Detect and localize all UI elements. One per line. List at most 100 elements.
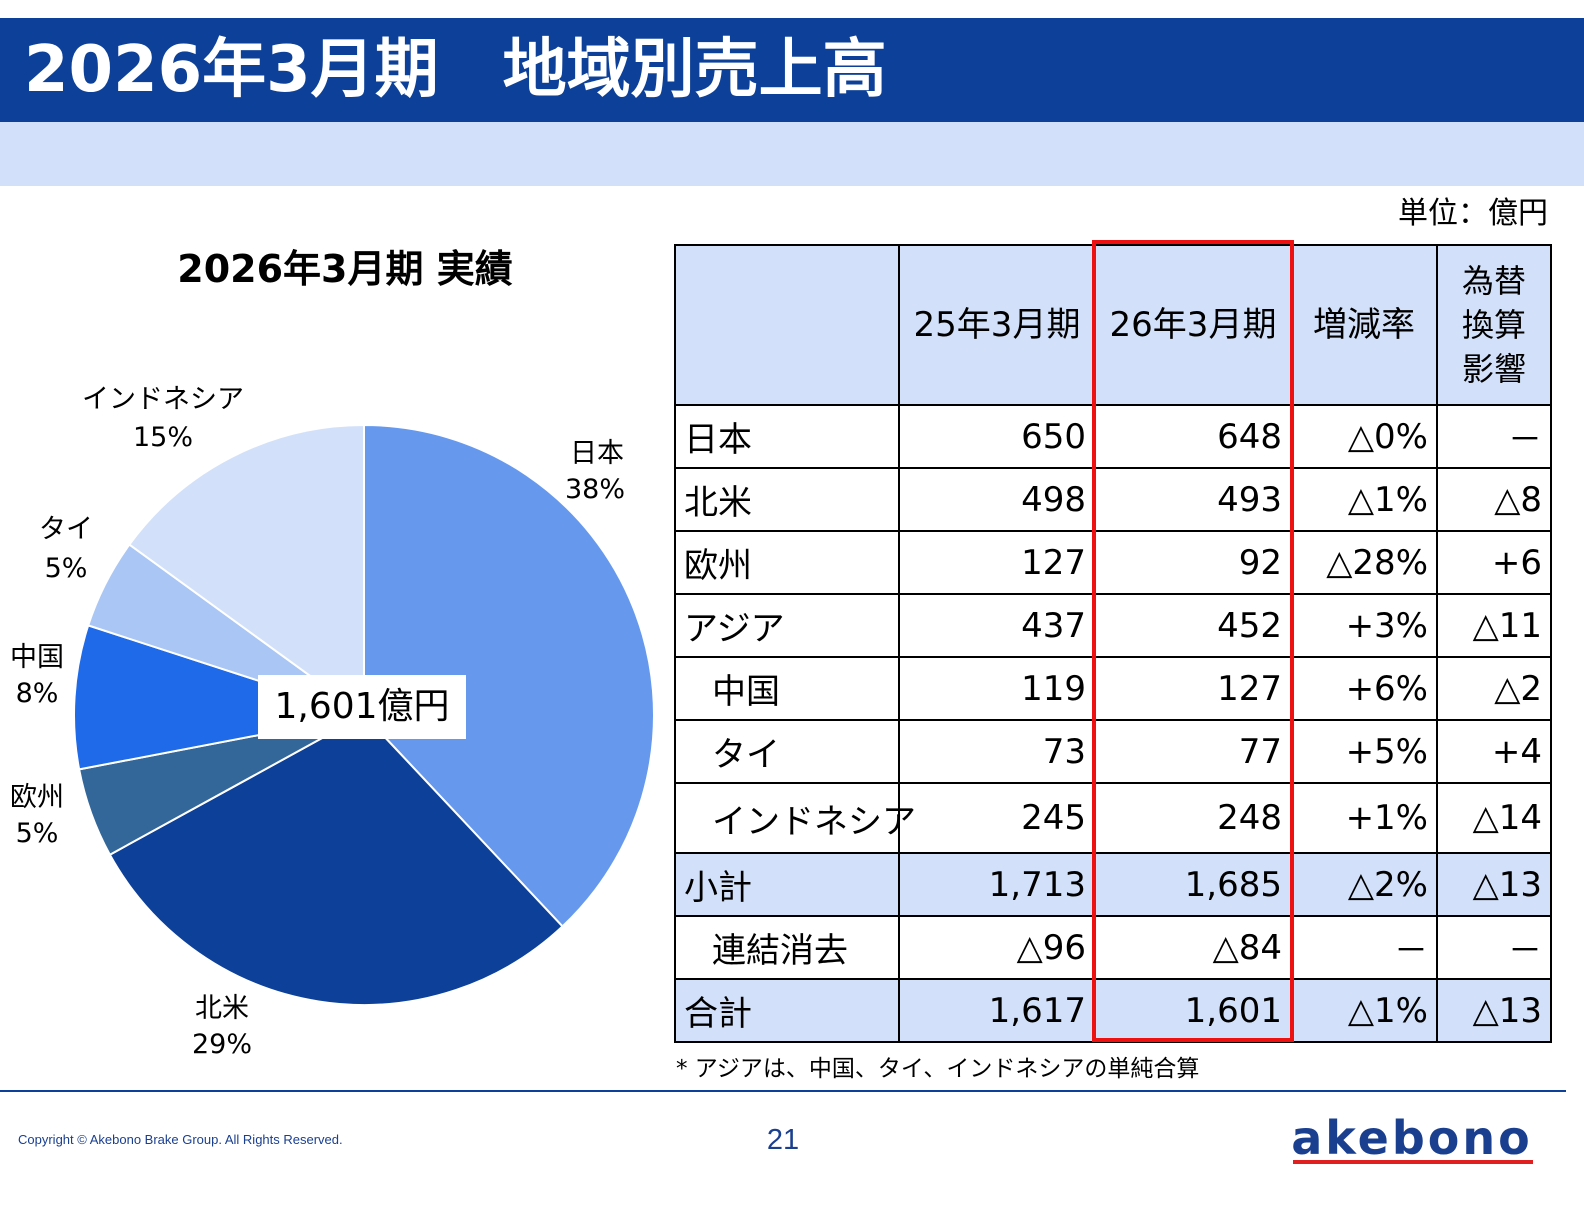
cell-change: △28% — [1290, 530, 1438, 595]
row-name: インドネシア — [674, 782, 916, 854]
table-row: 中国 119 127 +6% △2 — [674, 656, 1552, 721]
cell-change: △0% — [1290, 404, 1438, 469]
pie-slice-north-america — [108, 713, 564, 1006]
pie-label-eu-name: 欧州 — [10, 782, 64, 813]
cell-fy26: 92 — [1094, 530, 1292, 595]
pie-label-thai-pct: 5% — [45, 553, 88, 584]
header-fx-impact-text: 為替 換算 影響 — [1461, 262, 1526, 388]
cell-fy26: 1,601 — [1094, 978, 1292, 1043]
title-bar: 2026年3月期 地域別売上高 — [0, 18, 1584, 122]
row-name: 連結消去 — [674, 915, 900, 980]
table-row: 連結消去 △96 △84 －－ — [674, 915, 1552, 980]
pie-label-china-pct: 8% — [16, 678, 59, 709]
pie-label-japan-name: 日本 — [570, 438, 624, 469]
cell-fy25: 437 — [898, 593, 1096, 658]
cell-fy25: 1,617 — [898, 978, 1096, 1043]
header-change: 増減率 — [1290, 244, 1438, 406]
pie-label-na-name: 北米 — [195, 993, 249, 1024]
cell-change: +5% — [1290, 719, 1438, 784]
pie-label-indonesia-pct: 15% — [133, 422, 193, 453]
chart-title: 2026年3月期 実績 — [177, 247, 513, 291]
pie-slices — [73, 423, 655, 1006]
cell-fx: － — [1436, 915, 1552, 980]
header-fx-impact: 為替 換算 影響 — [1436, 244, 1552, 406]
cell-change: △2% — [1290, 852, 1438, 917]
header-region — [674, 244, 900, 406]
table-row: 欧州 127 92 △28% +6 — [674, 530, 1552, 595]
cell-fy25: 127 — [898, 530, 1096, 595]
footer-divider — [0, 1090, 1566, 1092]
pie-label-na-pct: 29% — [192, 1029, 252, 1060]
pie-total-box: 1,601億円 — [258, 675, 466, 739]
pie-label-china-name: 中国 — [10, 642, 64, 673]
row-name: タイ — [674, 719, 900, 784]
pie-label-japan-pct: 38% — [565, 474, 625, 505]
cell-change: +3% — [1290, 593, 1438, 658]
cell-fy25: 119 — [898, 656, 1096, 721]
cell-fy25: △96 — [898, 915, 1096, 980]
cell-fy26: 1,685 — [1094, 852, 1292, 917]
cell-fy25: 498 — [898, 467, 1096, 532]
cell-fy26: 248 — [1094, 782, 1292, 854]
header-fy25: 25年3月期 — [898, 244, 1096, 406]
table-row: インドネシア 245 248 +1% △14 — [674, 782, 1552, 854]
pie-label-eu-pct: 5% — [16, 818, 59, 849]
row-name: 中国 — [674, 656, 900, 721]
pie-slice-china — [73, 624, 365, 771]
akebono-logo-text: akebono — [1291, 1118, 1532, 1165]
cell-fy26: △84 — [1094, 915, 1292, 980]
cell-fy25: 1,713 — [898, 852, 1096, 917]
pie-chart: 日本 38% 北米 29% 欧州 5% 中国 8% タイ 5% インドネシア 1… — [10, 384, 655, 1060]
cell-fy26: 452 — [1094, 593, 1292, 658]
row-name: 欧州 — [674, 530, 900, 595]
logo-underline — [1293, 1160, 1533, 1164]
table-header-row: 25年3月期 26年3月期 増減率 為替 換算 影響 — [674, 244, 1552, 406]
table-row: 日本 650 648 △0% － — [674, 404, 1552, 469]
sub-band — [0, 122, 1584, 186]
table-row: タイ 73 77 +5% +4 — [674, 719, 1552, 784]
cell-fx: +4 — [1436, 719, 1552, 784]
table-row: 合計 1,617 1,601 △1% △13 — [674, 978, 1552, 1043]
table-body: 日本 650 648 △0% －北米 498 493 △1% △8 欧州 127 92 △28% +6 アジ… — [674, 404, 1552, 1043]
table-row: 北米 498 493 △1% △8 — [674, 467, 1552, 532]
row-name: 合計 — [674, 978, 900, 1043]
cell-fx: △11 — [1436, 593, 1552, 658]
row-name: 小計 — [674, 852, 900, 917]
pie-label-indonesia-name: インドネシア — [82, 384, 244, 415]
cell-fy25: 73 — [898, 719, 1096, 784]
row-name: 日本 — [674, 404, 900, 469]
cell-change: +1% — [1290, 782, 1438, 854]
cell-fx: △13 — [1436, 852, 1552, 917]
row-name: アジア — [674, 593, 900, 658]
cell-fy25: 245 — [898, 782, 1096, 854]
row-name: 北米 — [674, 467, 900, 532]
pie-labels: 日本 38% 北米 29% 欧州 5% 中国 8% タイ 5% インドネシア 1… — [10, 384, 625, 1060]
pie-slice-indonesia — [127, 423, 365, 717]
unit-label: 単位：億円 — [1398, 196, 1548, 231]
header-fy26: 26年3月期 — [1094, 244, 1292, 406]
cell-fy25: 650 — [898, 404, 1096, 469]
table-row: アジア 437 452 +3% △11 — [674, 593, 1552, 658]
cell-fy26: 493 — [1094, 467, 1292, 532]
page-title: 2026年3月期 地域別売上高 — [24, 33, 887, 107]
table-row: 小計 1,713 1,685 △2% △13 — [674, 852, 1552, 917]
cell-fx: － — [1436, 404, 1552, 469]
cell-change: △1% — [1290, 467, 1438, 532]
pie-label-thai-name: タイ — [39, 514, 93, 545]
cell-fy26: 127 — [1094, 656, 1292, 721]
page-number: 21 — [766, 1124, 800, 1156]
cell-fx: △14 — [1436, 782, 1552, 854]
footnote: * アジアは、中国、タイ、インドネシアの単純合算 — [676, 1056, 1200, 1082]
cell-fy26: 648 — [1094, 404, 1292, 469]
cell-fx: △2 — [1436, 656, 1552, 721]
cell-fx: +6 — [1436, 530, 1552, 595]
cell-change: +6% — [1290, 656, 1438, 721]
cell-change: △1% — [1290, 978, 1438, 1043]
cell-fx: △13 — [1436, 978, 1552, 1043]
cell-fy26: 77 — [1094, 719, 1292, 784]
copyright-text: Copyright © Akebono Brake Group. All Rig… — [18, 1132, 343, 1147]
cell-change: － — [1290, 915, 1438, 980]
pie-total-label: 1,601億円 — [274, 686, 450, 727]
akebono-logo: akebono — [1291, 1118, 1533, 1165]
cell-fx: △8 — [1436, 467, 1552, 532]
